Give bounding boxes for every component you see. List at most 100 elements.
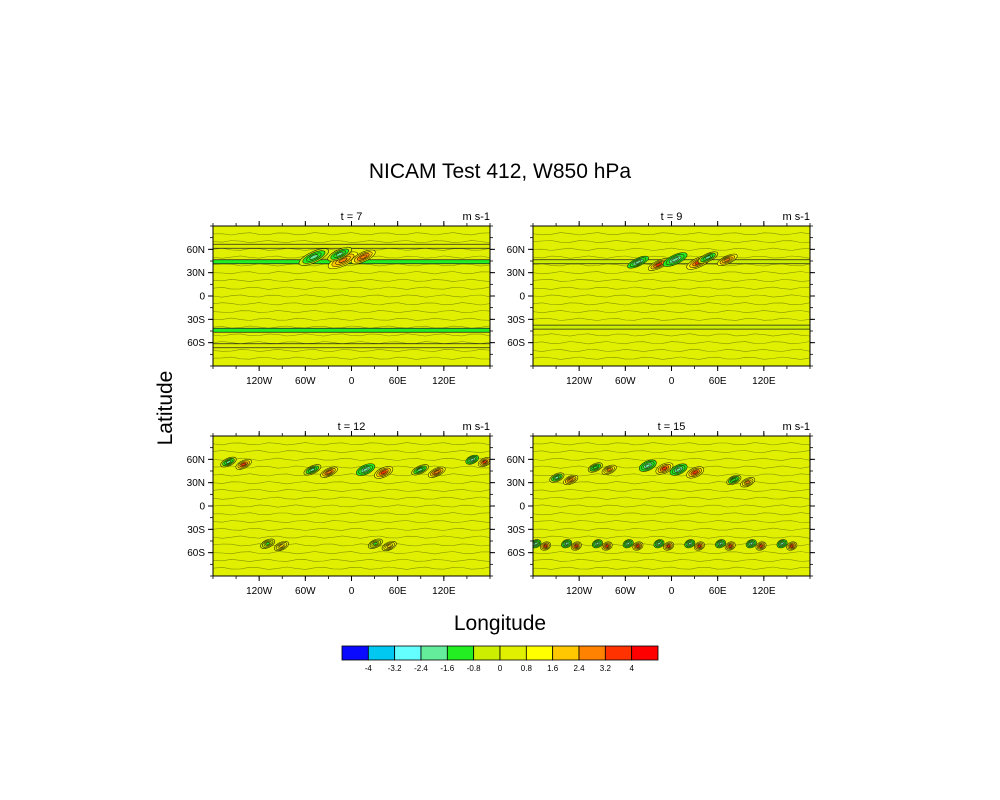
contour-line [533, 535, 810, 539]
panel-units: m s-1 [463, 211, 491, 223]
contour-line [533, 488, 810, 492]
colorbar-swatch [473, 645, 501, 661]
colorbar-label: -4 [365, 664, 373, 673]
lobe-contour [731, 478, 737, 482]
lobe-contour [241, 462, 247, 467]
x-tick-label: 0 [349, 376, 355, 387]
lobe-contour [697, 544, 702, 548]
lobe-contour [661, 466, 668, 471]
figure-title: NICAM Test 412, W850 hPa [369, 160, 632, 183]
lobe-contour [265, 542, 270, 546]
wave-packet [591, 539, 613, 551]
panel-4: t = 15 m s-1 120W 60W 0 60E 120E 60N 30N 0 30S 60S [507, 421, 815, 597]
lobe-contour [386, 544, 392, 548]
lobe-contour [564, 542, 569, 546]
y-tick-label: 60N [507, 455, 525, 466]
y-tick-label: 30S [507, 525, 525, 536]
colorbar-swatch [525, 645, 554, 661]
lobe-contour [279, 544, 284, 548]
contour-line [533, 271, 810, 275]
x-tick-label: 60W [295, 586, 316, 597]
contour-line [533, 240, 810, 244]
panel-units: m s-1 [463, 421, 491, 433]
contour-line [533, 512, 810, 516]
lobe-contour [593, 465, 598, 470]
y-tick-label: 60S [507, 338, 525, 349]
colorbar-label: -1.6 [440, 664, 454, 673]
lobe-contour [595, 542, 600, 546]
contour-line [213, 310, 490, 314]
lobe-contour [745, 480, 750, 484]
wave-packet [669, 463, 705, 479]
y-axis-label: Latitude [154, 371, 177, 446]
y-tick-label: 30S [507, 315, 525, 326]
wave-packet [638, 459, 674, 475]
panel-label: t = 7 [341, 211, 363, 223]
y-tick-label: 0 [519, 292, 525, 303]
lobe-contour [704, 255, 712, 260]
contour-line [533, 294, 810, 298]
contour-line [213, 535, 490, 539]
contour-line [533, 457, 810, 461]
contour-line [213, 286, 490, 290]
y-tick-label: 0 [199, 292, 205, 303]
x-tick-label: 120W [566, 586, 593, 597]
wave-packet [549, 472, 579, 486]
x-tick-label: 60E [389, 376, 407, 387]
contour-line [213, 512, 490, 516]
x-tick-label: 120W [566, 376, 593, 387]
contour-line [533, 566, 810, 570]
wave-packet [260, 538, 289, 552]
lobe-contour [666, 544, 671, 548]
y-tick-label: 60S [187, 548, 205, 559]
lobe-contour [359, 254, 367, 260]
panel-units: m s-1 [783, 211, 811, 223]
wave-packet [587, 462, 617, 475]
contour-line [213, 325, 490, 329]
lobe-contour [309, 254, 319, 260]
colorbar-label: -2.4 [414, 664, 428, 673]
x-tick-label: 120E [752, 586, 776, 597]
lobe-contour [470, 458, 475, 462]
wave-packet [653, 539, 675, 551]
y-tick-label: 30N [507, 268, 525, 279]
colorbar-label: -0.8 [467, 664, 481, 673]
x-tick-label: 60E [709, 376, 727, 387]
x-tick-label: 60E [709, 586, 727, 597]
zonal-band [213, 244, 490, 249]
contour-line [213, 348, 490, 352]
y-tick-label: 30N [507, 478, 525, 489]
lobe-contour [780, 542, 784, 546]
wave-packet [367, 538, 397, 552]
colorbar-label: 0 [498, 664, 503, 673]
lobe-contour [417, 468, 423, 472]
contour-line [213, 232, 490, 236]
lobe-contour [636, 544, 640, 548]
x-axis-label: Longitude [454, 612, 546, 635]
lobe-contour [336, 251, 344, 257]
contour-line [533, 558, 810, 562]
contour-line [213, 520, 490, 524]
panel-2: t = 9 m s-1 120W 60W 0 60E 120E 60N 30N 0 30S 60S [507, 211, 815, 387]
contour-line [533, 520, 810, 524]
contour-line [213, 558, 490, 562]
panel-units: m s-1 [783, 421, 811, 433]
y-tick-label: 30N [187, 478, 205, 489]
lobe-contour [790, 544, 794, 548]
colorbar-label: 2.4 [573, 664, 585, 673]
y-tick-label: 30S [187, 315, 205, 326]
x-tick-label: 120W [246, 376, 273, 387]
panel-label: t = 15 [658, 421, 686, 433]
contour-line [213, 504, 490, 508]
colorbar-swatch [446, 645, 475, 661]
lobe-contour [326, 470, 332, 474]
wave-packet [684, 539, 705, 551]
contour-line [533, 278, 810, 282]
wave-packet [697, 251, 738, 266]
contour-line [533, 442, 810, 446]
panel-label: t = 9 [661, 211, 683, 223]
lobe-contour [655, 262, 663, 267]
contour-line [213, 442, 490, 446]
colorbar-swatch [552, 645, 580, 661]
contour-line [213, 481, 490, 485]
